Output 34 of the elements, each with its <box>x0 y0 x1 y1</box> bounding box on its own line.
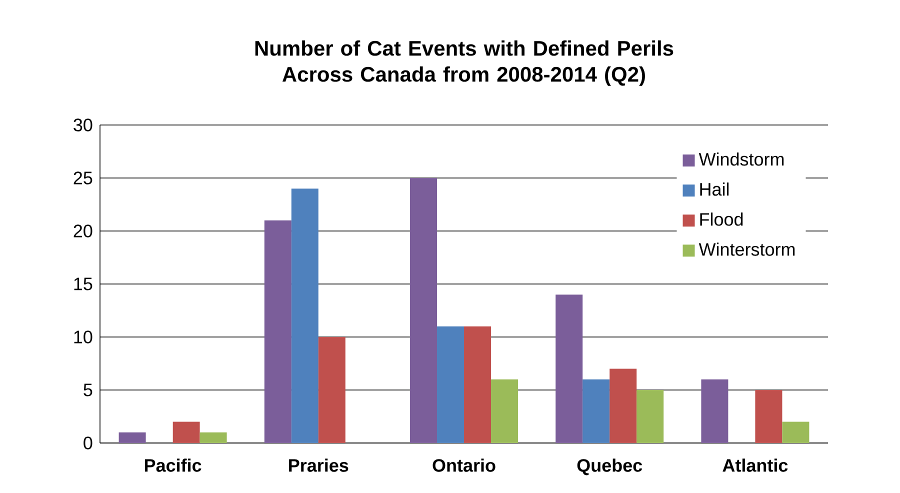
bar <box>118 432 146 443</box>
y-tick-label: 5 <box>84 384 92 396</box>
bar <box>782 422 810 443</box>
bar <box>636 390 664 443</box>
bar <box>200 432 227 443</box>
bar <box>582 379 610 443</box>
bar <box>491 379 518 443</box>
bar <box>318 337 346 443</box>
bar <box>755 390 782 443</box>
bar <box>701 379 728 443</box>
y-tick-label: 0 <box>84 436 92 450</box>
chart-title: Number of Cat Events with Defined Perils Across Canada from 2008-2014 (Q2) <box>255 40 674 86</box>
bar <box>610 368 637 443</box>
y-tick-label: 25 <box>74 172 92 184</box>
bar <box>556 294 583 443</box>
y-tick-label: 10 <box>74 330 92 344</box>
bar <box>410 178 438 443</box>
legend-label: Flood <box>700 212 743 226</box>
x-tick-label: Pacific <box>144 458 202 472</box>
y-tick-label: 15 <box>74 278 92 290</box>
y-tick-label: 30 <box>74 118 92 132</box>
bar <box>264 220 292 443</box>
x-tick-label: Quebec <box>577 458 642 476</box>
legend-label: Winterstorm <box>698 242 795 256</box>
bar <box>437 326 464 443</box>
bar <box>291 188 318 443</box>
legend-label: Hail <box>700 182 729 196</box>
x-tick-label: Atlantic <box>722 458 788 472</box>
bar <box>464 326 492 443</box>
x-tick-label: Praries <box>289 458 348 472</box>
y-tick-label: 20 <box>74 224 92 238</box>
bar <box>172 422 200 443</box>
x-tick-label: Ontario <box>432 458 496 472</box>
legend-label: Windstorm <box>698 152 784 166</box>
